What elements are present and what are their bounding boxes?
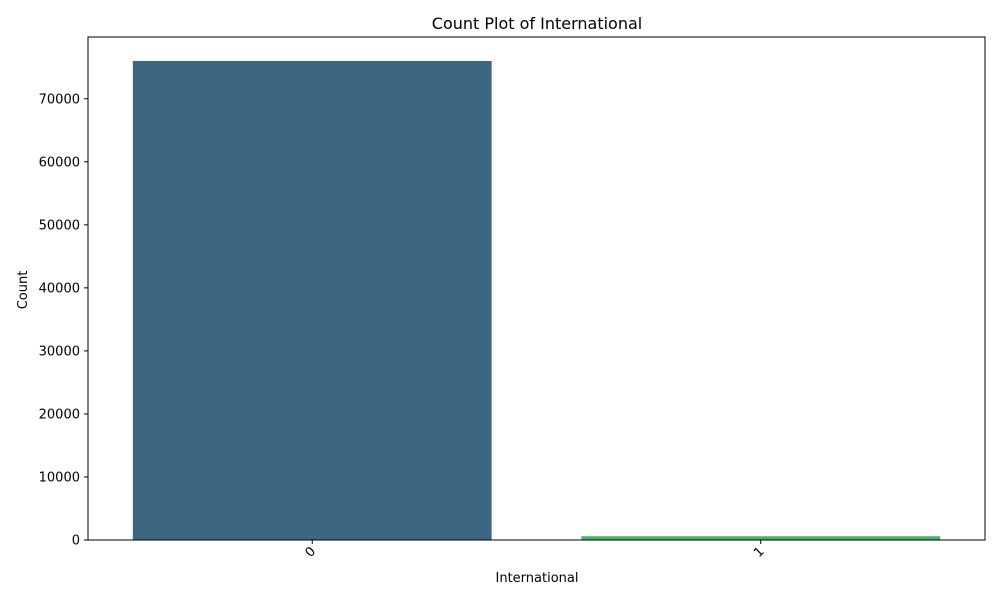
y-tick-label-50000: 50000 (39, 218, 80, 233)
y-tick-label-70000: 70000 (39, 92, 80, 107)
y-axis: 0 10000 20000 30000 40000 50000 60000 70000 (39, 92, 88, 549)
y-tick-label-40000: 40000 (39, 281, 80, 296)
plot-frame (87, 36, 986, 541)
y-tick-label-60000: 60000 (39, 155, 80, 170)
x-tick-label-0: 0 (303, 544, 319, 560)
x-axis-label: International (496, 571, 579, 586)
chart-title: Count Plot of International (432, 14, 642, 33)
y-axis-label: Count (16, 271, 31, 310)
y-tick-label-30000: 30000 (39, 344, 80, 359)
x-tick-label-1: 1 (751, 544, 767, 560)
bars-group (132, 60, 941, 540)
y-tick-label-10000: 10000 (39, 470, 80, 485)
bar-1 (581, 536, 941, 540)
y-tick-label-20000: 20000 (39, 407, 80, 422)
bar-0 (132, 60, 492, 540)
y-tick-label-0: 0 (72, 534, 80, 549)
